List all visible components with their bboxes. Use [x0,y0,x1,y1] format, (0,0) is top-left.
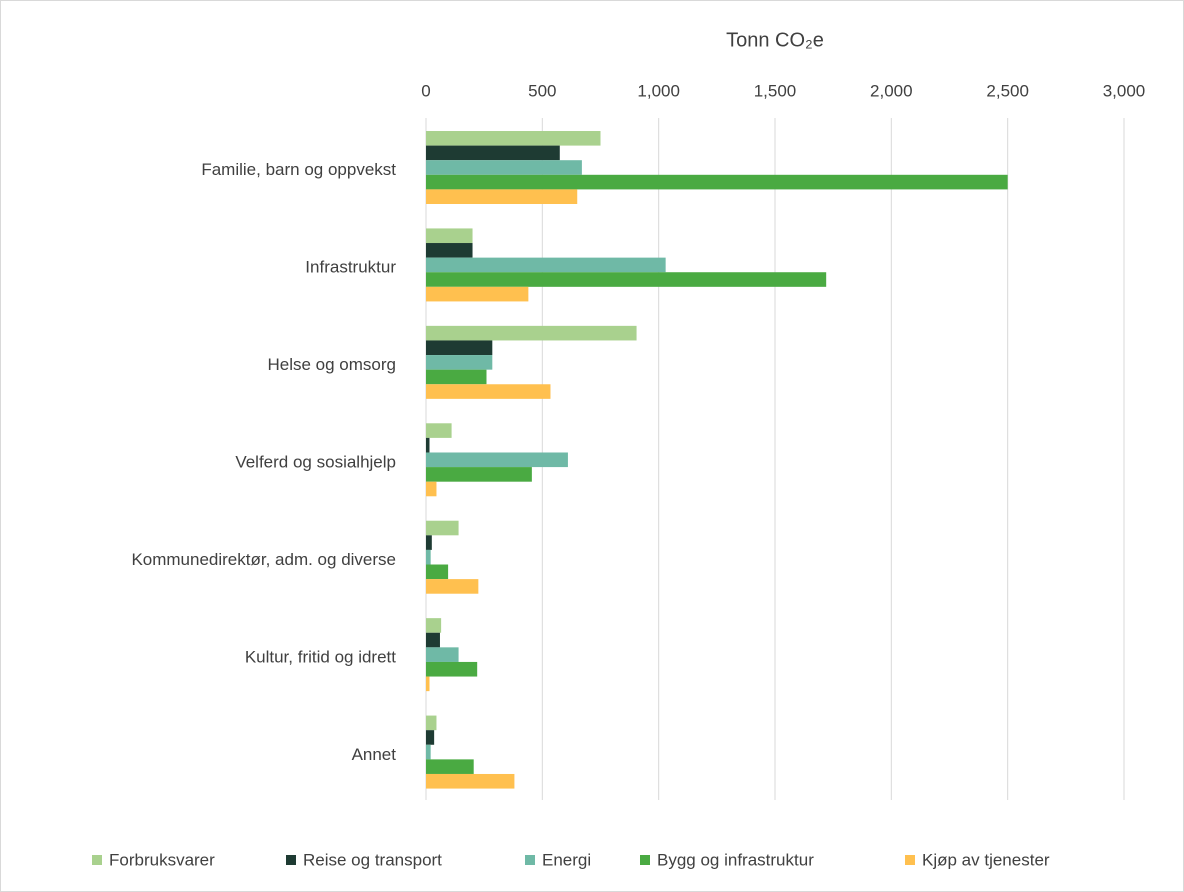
bar [426,131,601,146]
bar [426,189,578,204]
bar [426,286,529,302]
bar [426,340,493,356]
legend-label: Energi [542,850,591,869]
bar [426,520,459,536]
bar [426,618,442,633]
y-tick-label: Kommunedirektør, adm. og diverse [131,550,396,569]
bar [426,579,479,594]
bar [426,257,666,273]
x-tick-label: 2,500 [986,81,1029,100]
bar [426,243,473,258]
bar [426,744,431,760]
legend-swatch [92,855,102,865]
legend-swatch [905,855,915,865]
x-tick-label: 3,000 [1103,81,1146,100]
bar [426,355,493,370]
bar [426,676,430,692]
bar [426,272,827,287]
bar [426,564,449,580]
bar [426,452,568,468]
legend-label: Kjøp av tjenester [922,850,1050,869]
y-tick-label: Kultur, fritid og idrett [245,647,396,666]
x-tick-label: 1,500 [754,81,797,100]
bar [426,174,1008,190]
bar [426,369,487,385]
bar [426,437,430,453]
legend-label: Bygg og infrastruktur [657,850,814,869]
legend-swatch [525,855,535,865]
bar [426,384,551,399]
x-tick-label: 2,000 [870,81,913,100]
bar [426,467,532,482]
axis-title: Tonn CO₂e [726,29,824,51]
x-tick-label: 0 [421,81,430,100]
y-tick-label: Helse og omsorg [267,355,396,374]
bar [426,423,452,438]
y-tick-label: Infrastruktur [305,258,396,277]
bar [426,481,437,497]
bar [426,647,459,662]
legend-label: Forbruksvarer [109,850,215,869]
bar [426,160,582,175]
y-tick-label: Annet [352,745,397,764]
legend-swatch [640,855,650,865]
bar [426,730,435,745]
legend-swatch [286,855,296,865]
bar [426,535,432,550]
bar [426,773,515,789]
y-tick-label: Velferd og sosialhjelp [235,452,396,471]
bar [426,661,478,677]
legend-label: Reise og transport [303,850,442,869]
bar [426,632,440,648]
bar [426,759,474,774]
x-tick-label: 500 [528,81,556,100]
bar [426,228,473,244]
bar [426,145,560,161]
bar [426,549,431,565]
y-tick-label: Familie, barn og oppvekst [201,160,396,179]
bar [426,325,637,341]
x-tick-label: 1,000 [637,81,680,100]
bar [426,715,437,731]
